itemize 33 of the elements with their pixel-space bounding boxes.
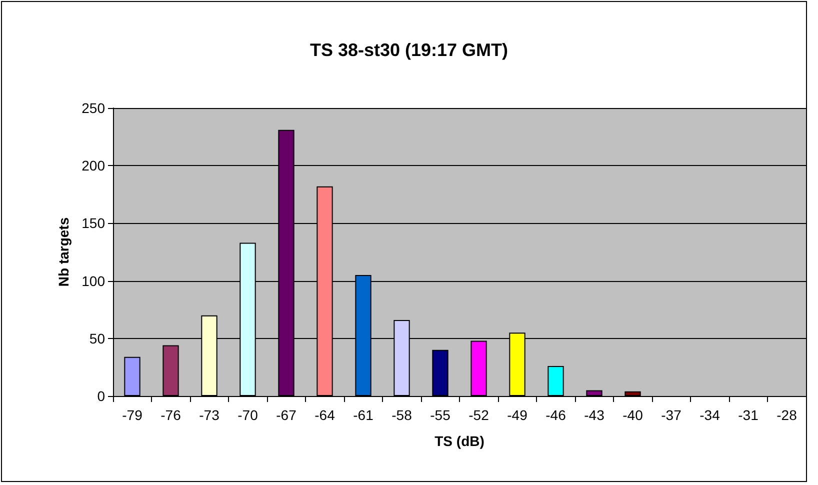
- x-axis-title: TS (dB): [434, 433, 484, 449]
- x-tick-label: -31: [738, 407, 759, 423]
- y-tick-label: 200: [82, 158, 106, 174]
- bar: [624, 391, 641, 396]
- y-tick-label: 250: [82, 100, 106, 116]
- y-tick-label: 50: [89, 330, 106, 346]
- bar: [124, 356, 140, 396]
- x-tick-label: -49: [507, 407, 528, 423]
- x-tick-label: -67: [276, 407, 297, 423]
- chart-title: TS 38-st30 (19:17 GMT): [310, 40, 508, 60]
- x-tick-label: -46: [546, 407, 566, 423]
- x-tick-label: -76: [160, 407, 182, 423]
- y-tick-label: 0: [97, 388, 106, 404]
- bar: [432, 350, 448, 396]
- x-tick-label: -34: [700, 407, 720, 423]
- y-axis-title: Nb targets: [56, 217, 72, 287]
- bar: [586, 390, 602, 396]
- x-tick-label: -52: [468, 407, 490, 423]
- x-tick-label: -58: [392, 407, 412, 423]
- x-tick-label: -37: [661, 407, 682, 423]
- x-tick-label: -43: [584, 407, 605, 423]
- x-tick-label: -61: [353, 407, 374, 423]
- x-tick-label: -73: [199, 407, 220, 423]
- x-tick-label: -28: [776, 407, 798, 423]
- x-tick-label: -64: [314, 407, 336, 423]
- y-tick-label: 100: [82, 272, 106, 289]
- bar: [162, 345, 179, 396]
- x-tick-label: -79: [122, 407, 143, 423]
- x-tick-label: -55: [430, 407, 451, 423]
- bar: [548, 366, 564, 396]
- y-tick-label: 150: [82, 215, 106, 232]
- x-tick-label: -70: [238, 407, 258, 423]
- x-tick-label: -40: [622, 407, 644, 423]
